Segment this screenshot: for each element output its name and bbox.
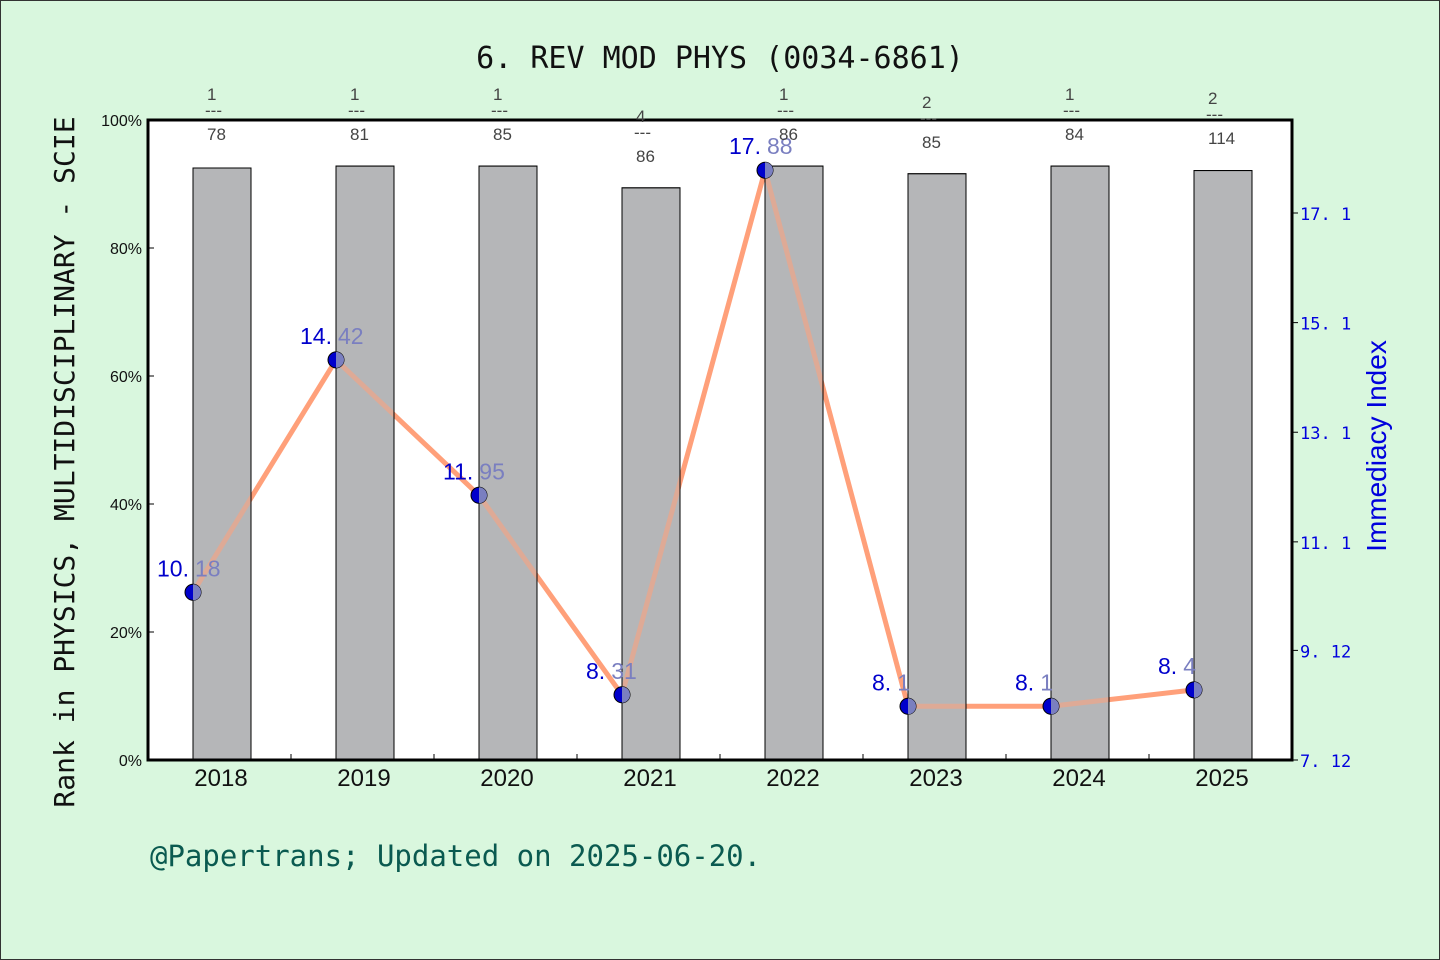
value-label: 8. 31 <box>586 658 637 684</box>
bar-overlay <box>1193 170 1253 761</box>
value-label: 11. 95 <box>443 458 505 484</box>
rank-numerator: 1 <box>779 85 788 104</box>
x-tick-label: 2025 <box>1195 765 1248 792</box>
y2-tick-label: 9. 12 <box>1300 642 1351 662</box>
rank-denominator: 78 <box>207 125 226 144</box>
rank-denominator: 85 <box>922 133 941 152</box>
value-label: 8. 1 <box>872 669 910 695</box>
x-tick-label: 2023 <box>909 765 962 792</box>
rank-numerator: 2 <box>922 93 931 112</box>
line-series <box>190 167 1195 709</box>
y-tick-label: 100% <box>101 113 142 130</box>
y-tick-label: 60% <box>110 369 142 386</box>
rank-divider: --- <box>491 101 508 120</box>
x-tick-label: 2018 <box>194 765 247 792</box>
rank-denominator: 84 <box>1065 125 1084 144</box>
value-labels: 10. 18 14. 42 11. 95 8. 31 17. 88 8. 1 8. 1 8. 4 <box>157 133 1196 695</box>
marker-overlay <box>1194 681 1202 698</box>
y-tick-label: 0% <box>119 753 142 770</box>
value-label: 14. 42 <box>300 323 364 349</box>
rank-denominator: 86 <box>779 125 798 144</box>
bar-overlay <box>907 173 967 761</box>
marker-overlay <box>193 584 201 601</box>
marker-overlay <box>622 686 630 703</box>
value-label: 8. 1 <box>1015 669 1053 695</box>
right-axis-ticks: 7. 12 9. 12 11. 1 13. 1 15. 1 17. 1 <box>1292 205 1351 772</box>
y-tick-label: 80% <box>110 241 142 258</box>
rank-denominator: 85 <box>493 125 512 144</box>
y-tick-label: 40% <box>110 497 142 514</box>
y2-tick-label: 13. 1 <box>1300 424 1351 444</box>
x-axis-ticks: 2018 2019 2020 2021 2022 2023 2024 2025 <box>194 754 1249 792</box>
y2-tick-label: 15. 1 <box>1300 315 1351 335</box>
rank-numerator: 1 <box>1065 85 1074 104</box>
rank-numerator: 1 <box>493 85 502 104</box>
left-axis-label: Rank in PHYSICS, MULTIDISCIPLINARY - SCI… <box>48 116 81 807</box>
x-tick-label: 2021 <box>623 765 676 792</box>
bar-overlay <box>764 165 824 761</box>
rank-divider: --- <box>1206 105 1223 124</box>
y2-tick-label: 11. 1 <box>1300 534 1351 554</box>
rank-divider: --- <box>777 101 794 120</box>
marker-overlay <box>479 487 487 504</box>
rank-divider: --- <box>920 109 937 128</box>
rank-numerator: 4 <box>636 107 645 126</box>
y2-tick-label: 7. 12 <box>1300 752 1351 772</box>
rank-numerator: 2 <box>1208 89 1217 108</box>
rank-denominator: 86 <box>636 147 655 166</box>
x-tick-label: 2020 <box>480 765 533 792</box>
right-axis-label: Immediacy Index <box>1361 340 1392 552</box>
rank-fraction-labels: 1---781---811---854---861---862---851---… <box>205 85 1235 166</box>
value-label: 8. 4 <box>1158 653 1196 679</box>
rank-divider: --- <box>205 101 222 120</box>
bar-overlay <box>192 167 252 761</box>
y-tick-label: 20% <box>110 625 142 642</box>
rank-denominator: 81 <box>350 125 369 144</box>
bar-overlay <box>335 165 395 761</box>
plot-area <box>148 120 1292 760</box>
bar <box>335 165 395 761</box>
value-label: 17. 88 <box>729 133 793 159</box>
x-tick-label: 2024 <box>1052 765 1105 792</box>
bar <box>1193 170 1253 761</box>
chart-title: 6. REV MOD PHYS (0034-6861) <box>476 41 964 76</box>
rank-denominator: 114 <box>1208 129 1235 148</box>
bar-overlay <box>621 187 681 761</box>
bar <box>907 173 967 761</box>
line-markers <box>184 161 1203 715</box>
marker-overlay <box>336 351 344 368</box>
rank-divider: --- <box>634 123 651 142</box>
marker-overlay <box>908 698 916 715</box>
y2-tick-label: 17. 1 <box>1300 205 1351 225</box>
x-tick-label: 2022 <box>766 765 819 792</box>
marker-overlay <box>765 162 773 179</box>
left-axis-ticks: 0% 20% 40% 60% 80% 100% <box>101 113 154 770</box>
bar-overlay <box>1050 165 1110 761</box>
rank-divider: --- <box>1063 101 1080 120</box>
bar-overlay <box>192 165 1253 761</box>
footer-credit: @Papertrans; Updated on 2025-06-20. <box>150 839 761 873</box>
bar-overlay <box>478 165 538 761</box>
rank-divider: --- <box>348 101 365 120</box>
marker-overlay <box>1051 698 1059 715</box>
immediacy-line <box>190 167 1195 709</box>
x-tick-label: 2019 <box>337 765 390 792</box>
rank-numerator: 1 <box>350 85 359 104</box>
rank-numerator: 1 <box>207 85 216 104</box>
value-label: 10. 18 <box>157 555 221 581</box>
